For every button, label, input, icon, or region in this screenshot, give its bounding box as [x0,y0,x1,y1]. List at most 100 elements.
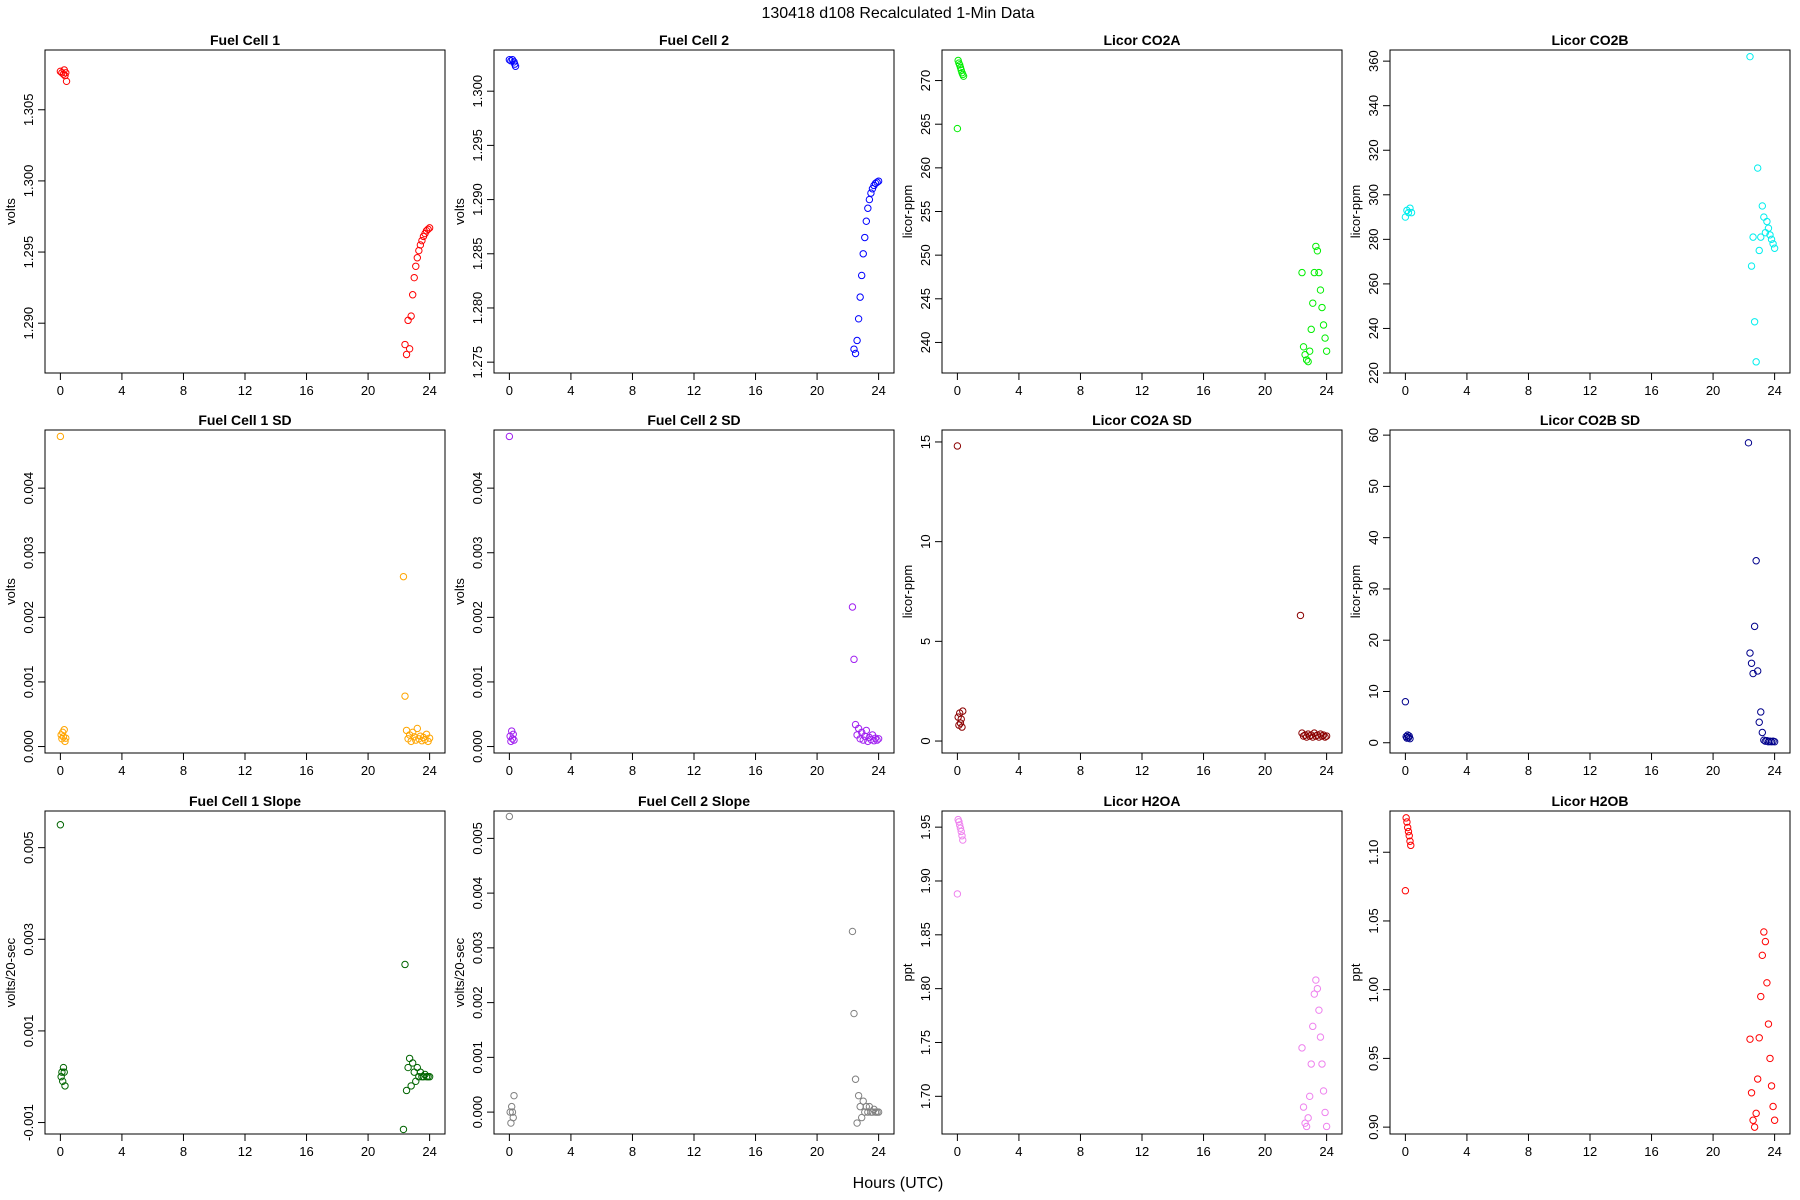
x-tick-label: 24 [1319,763,1333,778]
data-point [408,291,417,299]
data-point [862,726,871,735]
x-tick-label: 16 [1644,383,1658,398]
data-point [1749,1116,1757,1124]
data-point [56,432,65,441]
data-point [1321,733,1329,741]
data-point [1305,1092,1314,1101]
x-tick-label: 16 [748,383,762,398]
data-point [60,1068,68,1076]
panel-title: Fuel Cell 1 [210,32,280,48]
data-point [505,56,514,64]
y-tick-label: 1.285 [470,237,485,270]
y-axis-label: licor-ppm [900,185,915,238]
x-tick-label: 8 [180,383,187,398]
x-tick-label: 12 [1583,1144,1597,1159]
x-tick-label: 0 [57,763,64,778]
y-tick-label: 20 [1366,633,1381,647]
data-point [862,217,871,225]
panel-fuel-cell-1-sd: Fuel Cell 1 SD 0 4 8 12 16 20 24 0.000 0.001 0.002… [3,412,446,778]
data-point [1299,1103,1308,1111]
panel-licor-co2a-sd: Licor CO2A SD 0 4 8 12 16 20 24 0 5 10 15 licor-ppm [900,412,1343,778]
panel-licor-h2ob: Licor H2OB 0 4 8 12 16 20 24 0.90 0.95 1.00 1.05 1.1… [1348,793,1791,1159]
data-point [1315,1006,1323,1014]
x-tick-label: 4 [1463,1144,1470,1159]
y-tick-label: 0.000 [470,730,485,763]
y-tick-label: -0.001 [21,1104,36,1141]
data-point [959,72,968,80]
y-axis-label: volts/20-sec [3,937,18,1007]
panel-title: Licor CO2A SD [1092,412,1192,428]
data-point [1313,984,1322,993]
data-point [861,233,869,242]
plot-frame [44,49,446,374]
y-tick-label: 1.10 [1366,840,1381,865]
y-tick-label: 0.004 [470,877,485,910]
y-tick-label: 0.000 [470,1096,485,1129]
data-point [1316,1033,1325,1041]
plot-frame [1389,429,1791,754]
y-tick-label: 1.290 [21,307,36,340]
data-point [1312,976,1320,984]
x-tick-label: 12 [1135,1144,1149,1159]
y-tick-label: 1.280 [470,292,485,325]
data-point [1764,224,1773,232]
panel-title: Licor CO2A [1103,32,1180,48]
y-tick-label: 0.003 [470,536,485,569]
data-point [401,692,409,700]
data-point [56,821,65,829]
data-point [425,1073,434,1081]
data-point [1305,347,1314,355]
data-point [407,312,415,320]
y-tick-label: 0.001 [21,1015,36,1048]
panel-title: Fuel Cell 2 Slope [638,793,750,809]
y-tick-label: 0.003 [21,536,36,569]
x-tick-label: 12 [238,763,252,778]
data-point [853,336,861,345]
data-point [1757,233,1765,241]
data-point [956,824,965,832]
data-point [1750,1123,1759,1131]
y-tick-label: 1.95 [918,814,933,839]
x-tick-label: 8 [629,763,636,778]
data-point [1403,823,1412,832]
panel-title: Licor CO2B [1551,32,1628,48]
data-point [1758,728,1767,737]
x-tick-label: 16 [748,1144,762,1159]
x-tick-label: 20 [810,383,824,398]
x-tick-label: 8 [1525,383,1532,398]
x-tick-label: 12 [1135,383,1149,398]
y-tick-label: 1.300 [21,165,36,198]
x-tick-label: 0 [57,1144,64,1159]
data-point [424,225,432,233]
x-tick-label: 8 [629,1144,636,1159]
y-tick-label: 1.300 [470,75,485,108]
x-tick-label: 4 [1015,763,1022,778]
data-point [1310,990,1319,998]
data-point [1755,246,1763,255]
data-point [425,224,434,232]
data-point [61,737,69,746]
y-tick-label: 0.002 [21,601,36,634]
data-point [1296,611,1305,620]
y-tick-label: 320 [1366,139,1381,161]
x-tick-label: 12 [1583,383,1597,398]
x-tick-label: 8 [1077,1144,1084,1159]
y-tick-label: 260 [1366,273,1381,295]
data-point [1298,1044,1306,1052]
data-point [508,56,517,64]
panel-fuel-cell-1: Fuel Cell 1 0 4 8 12 16 20 24 1.290 1.295 1.300 1.3… [3,32,446,398]
data-point [1753,667,1762,675]
y-tick-label: 0.002 [470,986,485,1019]
data-point [864,1108,872,1116]
y-tick-label: 60 [1366,428,1381,442]
x-tick-label: 12 [1135,763,1149,778]
data-point [1406,204,1414,212]
x-tick-label: 24 [1767,763,1781,778]
x-tick-label: 20 [1706,383,1720,398]
x-tick-label: 24 [871,763,885,778]
figure-suptitle: 130418 d108 Recalculated 1-Min Data [761,5,1034,22]
data-point [1309,299,1317,307]
data-point [408,728,417,737]
plot-frame [941,429,1343,754]
data-point [1318,1060,1326,1068]
